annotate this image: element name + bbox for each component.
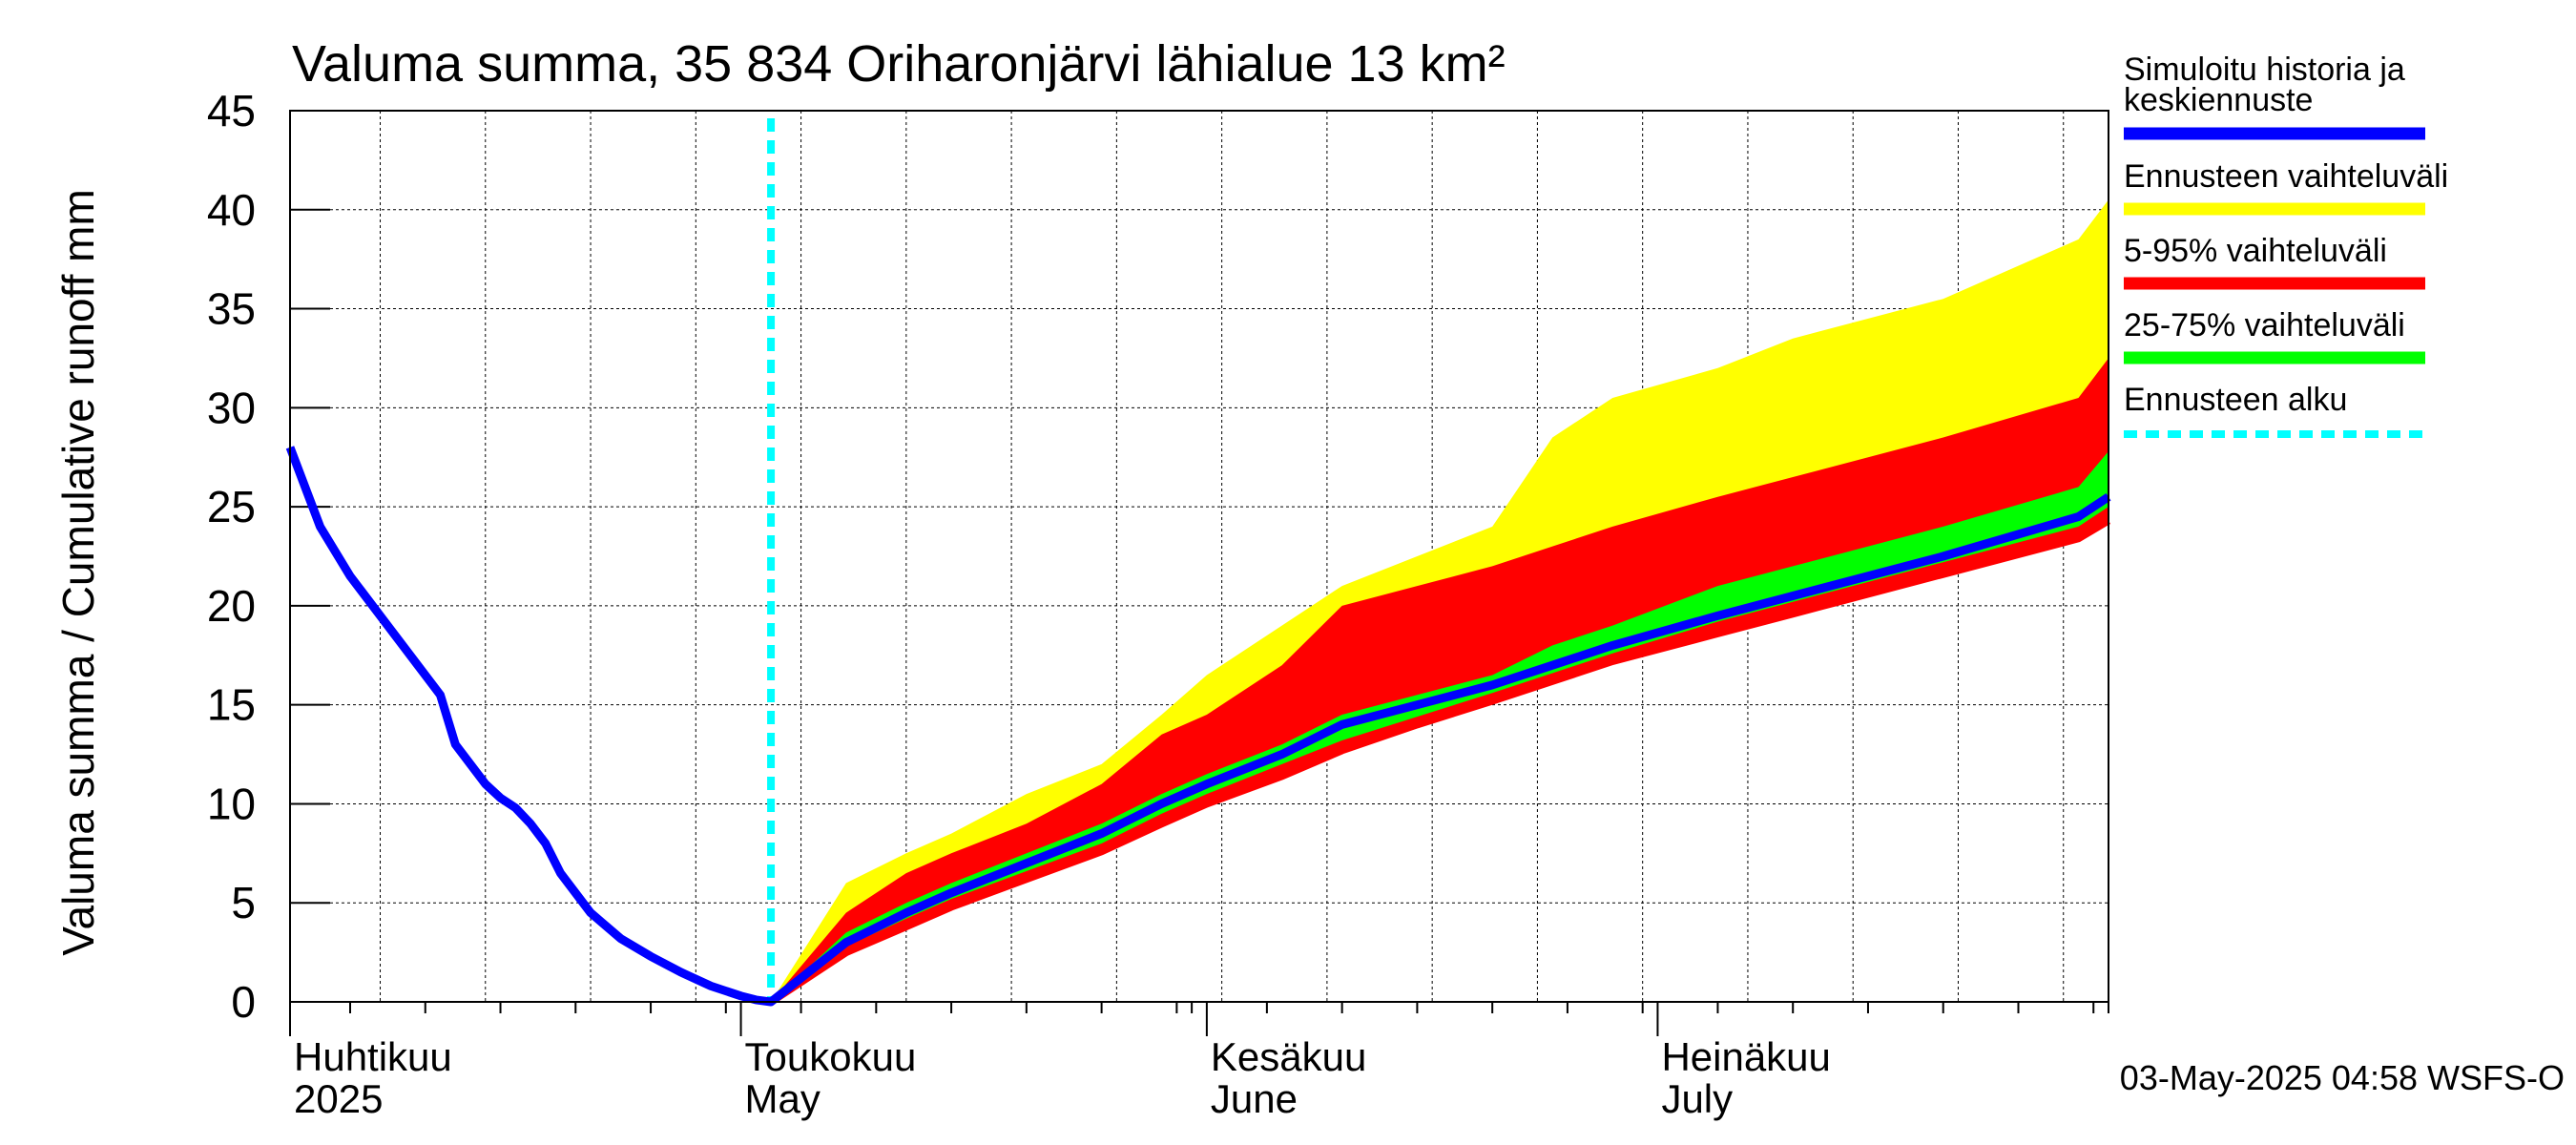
x-month-label: Kesäkuu <box>1211 1034 1366 1079</box>
legend-label: Ennusteen vaihteluväli <box>2124 158 2448 195</box>
plot-area <box>285 110 2111 1036</box>
x-month-sublabel: July <box>1661 1076 1733 1121</box>
legend-label: 25-75% vaihteluväli <box>2124 307 2405 344</box>
x-month-label: Huhtikuu <box>294 1034 452 1079</box>
y-axis-ticks: 0 5 10 15 20 25 30 35 40 45 <box>207 86 256 1027</box>
chart-title: Valuma summa, 35 834 Oriharonjärvi lähia… <box>292 35 1506 93</box>
x-month-sublabel: 2025 <box>294 1076 383 1121</box>
x-month-label: Heinäkuu <box>1661 1034 1830 1079</box>
y-tick-label: 40 <box>207 185 256 235</box>
median-series-line <box>285 446 2111 1007</box>
y-tick-label: 10 <box>207 779 256 828</box>
y-tick-label: 5 <box>231 878 256 927</box>
timestamp-footer: 03-May-2025 04:58 WSFS-O <box>2120 1058 2565 1097</box>
y-tick-label: 20 <box>207 581 256 631</box>
y-tick-label: 30 <box>207 383 256 432</box>
x-month-label: Toukokuu <box>745 1034 917 1079</box>
y-tick-label: 25 <box>207 482 256 531</box>
x-month-sublabel: June <box>1211 1076 1298 1121</box>
legend-label: Ennusteen alku <box>2124 382 2347 418</box>
plot-frame <box>289 110 2109 1003</box>
legend-label: Simuloitu historia ja <box>2124 52 2405 88</box>
y-tick-label: 35 <box>207 284 256 334</box>
y-axis-label: Valuma summa / Cumulative runoff mm <box>53 189 103 956</box>
legend-label: keskiennuste <box>2124 82 2313 118</box>
forecast-p5-line <box>768 517 2111 1006</box>
x-month-sublabel: May <box>745 1076 821 1121</box>
forecast-25-75-band <box>771 451 2109 1002</box>
y-tick-label: 15 <box>207 680 256 730</box>
y-tick-label: 0 <box>231 977 256 1027</box>
y-tick-label: 45 <box>207 86 256 135</box>
legend-label: 5-95% vaihteluväli <box>2124 233 2387 269</box>
